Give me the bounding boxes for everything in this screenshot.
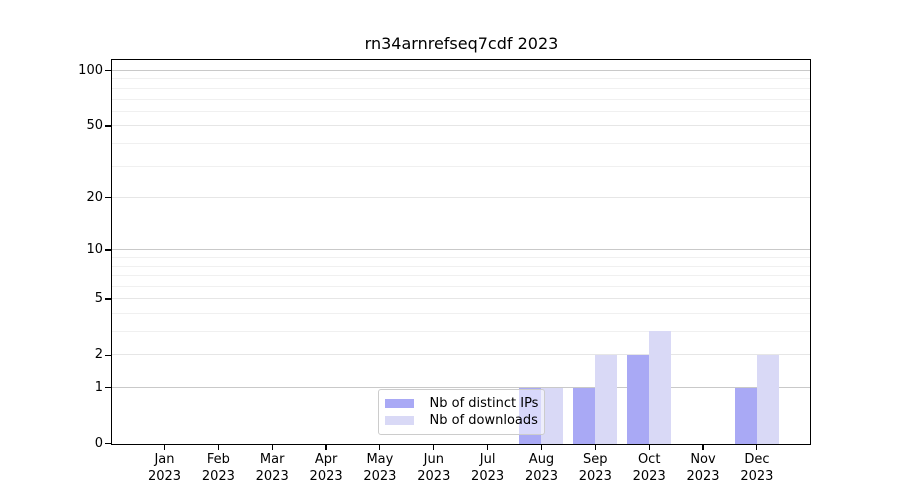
gridline-30 <box>112 165 810 167</box>
xtick-mark-may <box>379 444 381 450</box>
gridline-1 <box>112 387 810 389</box>
ytick-label-10: 10 <box>86 241 103 257</box>
xtick-label-sep: Sep 2023 <box>578 452 612 484</box>
gridline-10 <box>112 249 810 251</box>
downloads-swatch-icon <box>384 416 414 426</box>
xtick-mark-apr <box>325 444 327 450</box>
xtick-mark-nov <box>702 444 704 450</box>
gridline-70 <box>112 98 810 100</box>
ytick-mark-0 <box>104 443 112 445</box>
gridline-5 <box>112 298 810 300</box>
bar-nb-of-downloads-aug <box>541 387 564 444</box>
bar-nb-of-distinct-ips-dec <box>734 387 757 444</box>
xtick-label-nov: Nov 2023 <box>686 452 720 484</box>
xtick-label-oct: Oct 2023 <box>632 452 666 484</box>
bar-nb-of-distinct-ips-oct <box>627 354 649 444</box>
xtick-label-jun: Jun 2023 <box>417 452 451 484</box>
ytick-mark-50 <box>104 125 112 127</box>
ytick-mark-5 <box>104 298 112 300</box>
xtick-mark-feb <box>217 444 219 450</box>
xtick-mark-aug <box>540 444 543 450</box>
bar-nb-of-downloads-sep <box>595 354 618 444</box>
xtick-mark-dec <box>756 444 758 450</box>
ytick-mark-100 <box>104 70 112 72</box>
ytick-mark-10 <box>104 249 112 251</box>
ytick-label-2: 2 <box>94 347 103 362</box>
xtick-mark-jun <box>433 444 435 450</box>
xtick-label-may: May 2023 <box>363 452 397 484</box>
ytick-label-100: 100 <box>78 62 103 78</box>
gridline-50 <box>112 125 810 127</box>
gridline-2 <box>112 354 810 356</box>
legend-label: Nb of distinct IPs <box>429 395 539 411</box>
xtick-label-apr: Apr 2023 <box>309 452 343 484</box>
xtick-mark-jan <box>163 444 166 450</box>
xtick-mark-mar <box>271 444 273 450</box>
bar-nb-of-downloads-oct <box>649 331 671 444</box>
xtick-mark-oct <box>648 444 650 450</box>
xtick-label-mar: Mar 2023 <box>255 452 289 484</box>
ytick-label-5: 5 <box>94 290 103 306</box>
xtick-mark-sep <box>594 444 596 450</box>
legend-item-distinct-ips: Nb of distinct IPs <box>384 395 539 411</box>
gridline-7 <box>112 275 810 276</box>
ytick-label-0: 0 <box>94 435 103 451</box>
gridline-20 <box>112 197 810 198</box>
ytick-label-20: 20 <box>86 189 103 205</box>
chart-title: rn34arnrefseq7cdf 2023 <box>364 34 559 53</box>
xtick-label-feb: Feb 2023 <box>201 452 235 484</box>
gridline-8 <box>112 265 810 267</box>
ytick-label-50: 50 <box>86 117 103 133</box>
plot-area <box>111 58 811 445</box>
gridline-60 <box>112 110 810 112</box>
gridline-9 <box>112 256 810 258</box>
xtick-mark-jul <box>487 444 489 450</box>
legend-item-downloads: Nb of downloads <box>384 413 538 429</box>
ytick-mark-1 <box>104 387 112 389</box>
bar-nb-of-distinct-ips-sep <box>573 387 596 444</box>
gridline-3 <box>112 331 810 332</box>
xtick-label-jul: Jul 2023 <box>471 452 505 484</box>
ytick-label-1: 1 <box>94 379 103 395</box>
bar-nb-of-downloads-dec <box>756 354 779 444</box>
legend-label: Nb of downloads <box>429 413 538 429</box>
gridline-40 <box>112 142 810 144</box>
gridline-4 <box>112 313 810 314</box>
legend: Nb of distinct IPs Nb of downloads <box>377 389 545 435</box>
gridline-80 <box>112 87 810 89</box>
xtick-label-dec: Dec 2023 <box>740 452 774 484</box>
gridline-6 <box>112 285 810 287</box>
gridline-100 <box>112 70 810 71</box>
distinct-ips-swatch-icon <box>384 398 414 408</box>
xtick-label-aug: Aug 2023 <box>524 452 559 484</box>
gridline-90 <box>112 78 810 80</box>
ytick-mark-2 <box>104 354 112 356</box>
xtick-label-jan: Jan 2023 <box>147 452 182 484</box>
ytick-mark-20 <box>104 197 112 199</box>
